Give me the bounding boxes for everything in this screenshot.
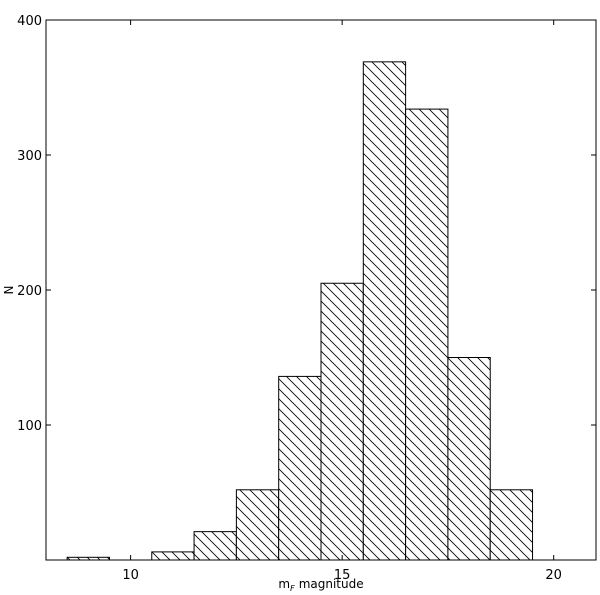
- x-tick-label: 20: [545, 568, 562, 583]
- y-tick-label: 300: [17, 149, 42, 164]
- y-tick-label: 200: [17, 284, 42, 299]
- histogram-bar: [405, 108, 449, 561]
- x-axis-label-subscript: F: [290, 584, 295, 593]
- y-axis-label: N: [2, 286, 16, 295]
- histogram-bar: [320, 282, 364, 561]
- histogram-bar: [447, 357, 491, 561]
- x-axis-label-prefix: m: [278, 577, 290, 591]
- histogram-bar: [362, 61, 407, 561]
- y-tick-label: 100: [17, 419, 42, 434]
- x-tick-label: 15: [334, 568, 351, 583]
- histogram-bar: [278, 375, 322, 561]
- histogram-bar: [193, 531, 237, 561]
- histogram-bar: [489, 489, 534, 561]
- ticks-layer: 10 15 20 100 200 300 400: [17, 14, 596, 583]
- bars-layer: [66, 61, 534, 561]
- x-axis-label: mF magnitude: [278, 577, 363, 593]
- x-axis-label-text: magnitude: [299, 577, 364, 591]
- y-tick-label: 400: [17, 14, 42, 29]
- x-tick-label: 10: [122, 568, 139, 583]
- histogram-bar: [235, 489, 280, 561]
- histogram-bar: [151, 551, 195, 561]
